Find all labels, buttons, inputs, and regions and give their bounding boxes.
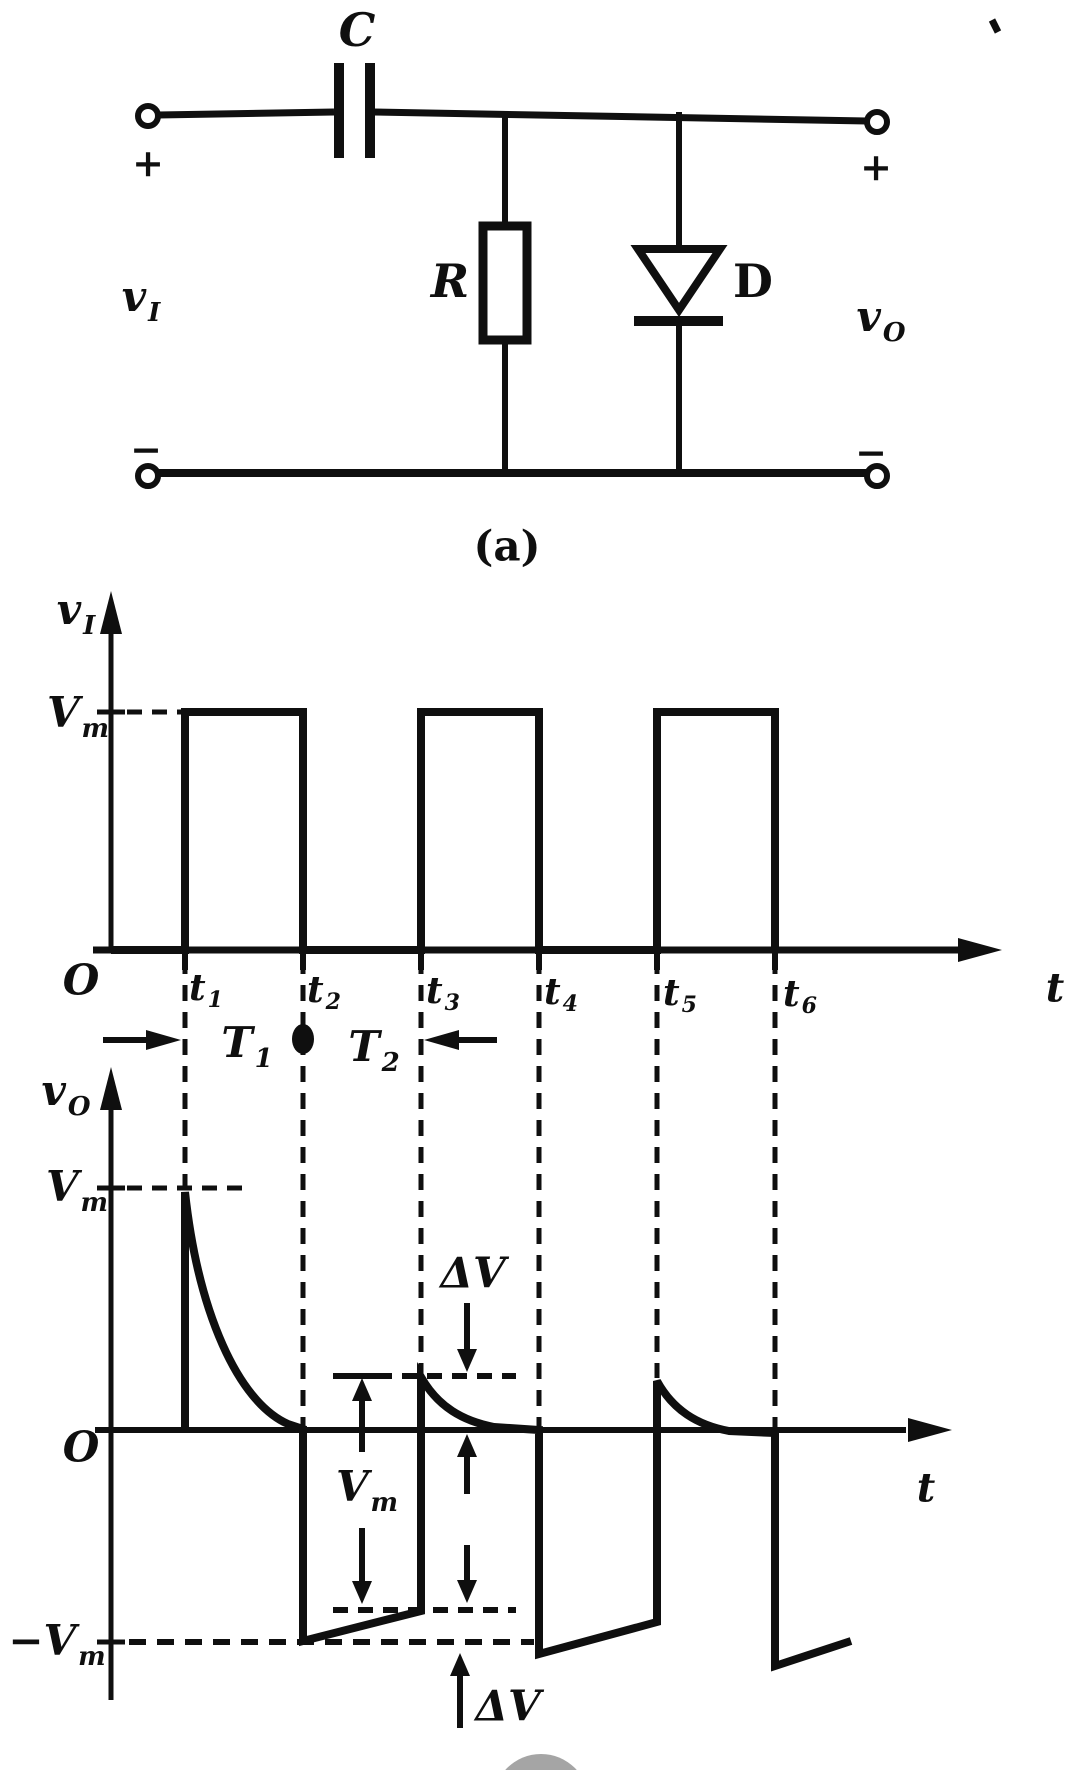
delta-v-top-label: ΔV [440, 1248, 506, 1298]
time-guide-dashed-lines [182, 958, 778, 1428]
square-wave [111, 708, 779, 954]
period-separator-dot [292, 1024, 314, 1054]
delta-top-annotation-arrows [457, 1303, 477, 1603]
diode-symbol [630, 112, 728, 473]
capacitor-symbol [334, 63, 375, 158]
output-minus-sign: − [855, 429, 887, 475]
y-axis-arrowhead [100, 591, 122, 634]
resistor-symbol [478, 112, 532, 473]
subfigure-caption: (a) [473, 521, 541, 571]
input-plot-origin-label: O [62, 955, 100, 1005]
diode-label: D [733, 254, 773, 308]
delta-v-bottom-label: ΔV [475, 1681, 541, 1731]
output-plot-origin-label: O [62, 1422, 100, 1472]
delta-bottom-annotation-arrow [450, 1653, 470, 1728]
output-waveform [181, 1191, 853, 1672]
output-plus-sign: + [860, 144, 892, 190]
vm-annotation-arrows [352, 1378, 372, 1604]
input-minus-sign: − [130, 426, 162, 472]
output-plot-time-axis-label: t [916, 1464, 936, 1512]
stray-mark [988, 18, 1002, 34]
resistor-label: R [430, 254, 470, 308]
t1-pointer-arrowhead [146, 1030, 181, 1050]
output-plot-neg-vm-label: −V m [8, 1616, 106, 1672]
terminal-output-top [864, 109, 890, 135]
capacitor-label: C [338, 3, 376, 57]
input-plot-time-axis-label: t [1045, 964, 1065, 1012]
terminal-input-top [135, 103, 161, 129]
output-plot [95, 1067, 952, 1728]
circuit-diagram [135, 63, 890, 489]
period-annotation [103, 1024, 497, 1054]
top-wire [157, 108, 868, 125]
input-plus-sign: + [132, 140, 164, 186]
t3-pointer-arrowhead [424, 1030, 459, 1050]
x-axis-arrowhead [958, 938, 1002, 962]
input-plot [93, 591, 1002, 970]
x-axis-arrowhead [908, 1418, 952, 1442]
y-axis-arrowhead [100, 1067, 122, 1110]
scan-shadow-blob [505, 1754, 577, 1770]
